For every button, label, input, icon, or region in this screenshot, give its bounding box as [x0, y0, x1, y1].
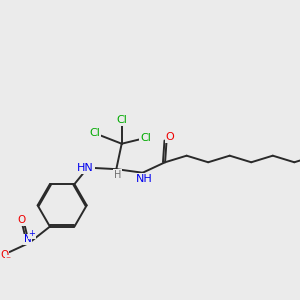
Text: Cl: Cl [140, 133, 151, 143]
Text: NH: NH [136, 174, 152, 184]
Text: HN: HN [77, 163, 94, 172]
Text: Cl: Cl [89, 128, 100, 138]
Text: H: H [114, 170, 122, 180]
Text: O: O [0, 250, 8, 260]
Text: Cl: Cl [116, 115, 127, 125]
Text: ⁻: ⁻ [5, 255, 10, 266]
Text: N: N [24, 235, 31, 244]
Text: O: O [17, 215, 26, 225]
Text: +: + [28, 229, 35, 238]
Text: O: O [166, 132, 175, 142]
